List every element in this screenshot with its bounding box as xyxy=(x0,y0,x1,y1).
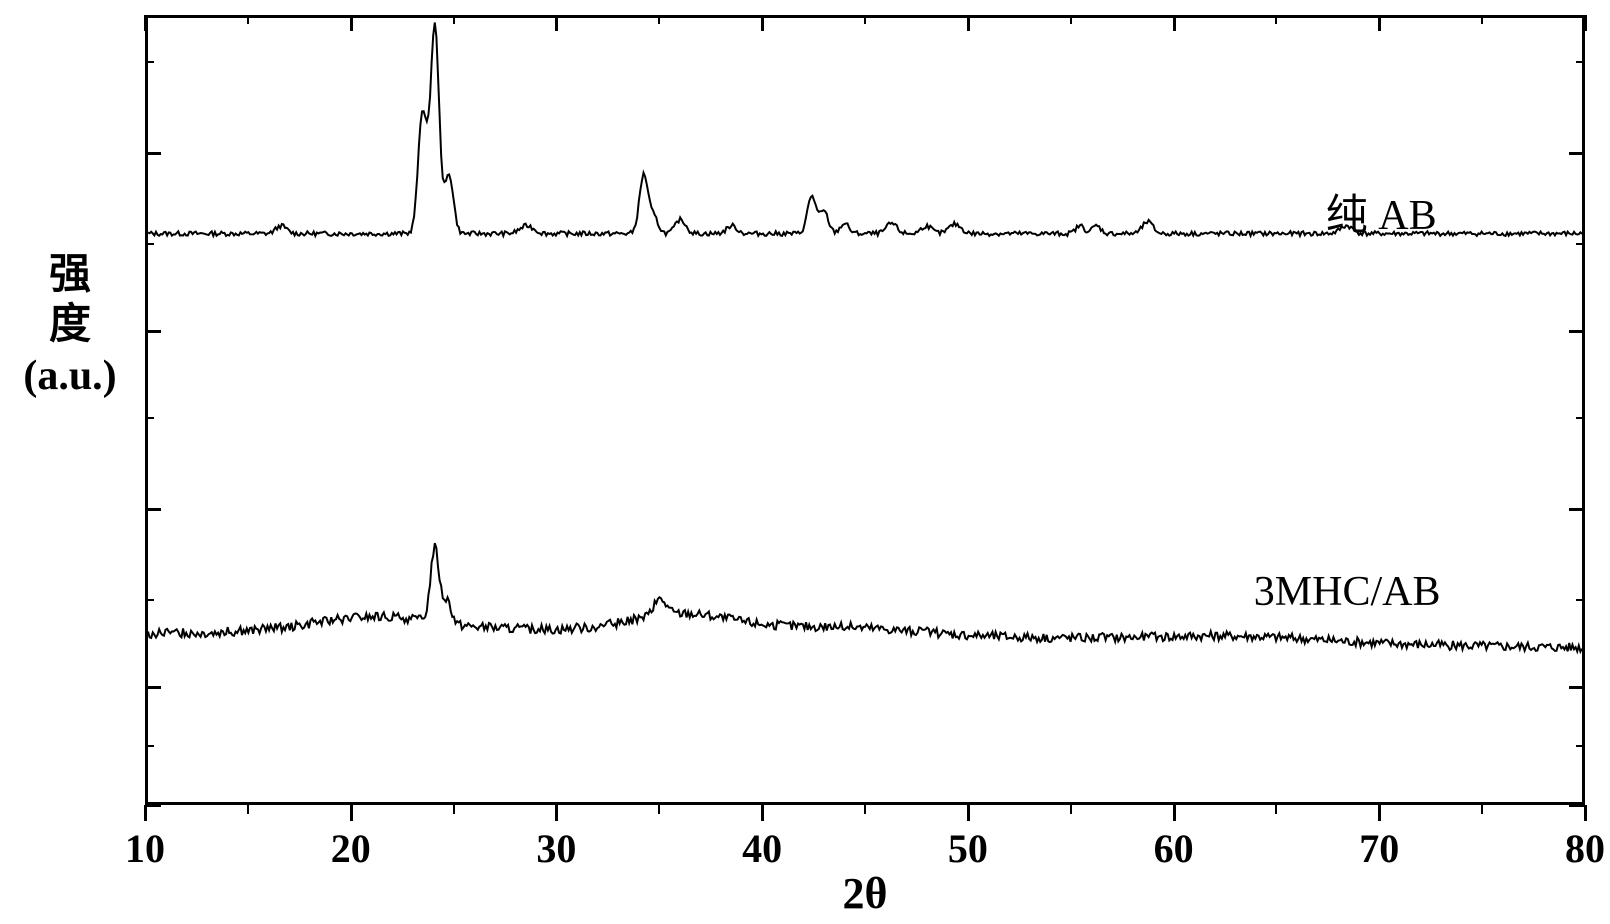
x-tick-major-top xyxy=(761,15,764,31)
y-tick-minor-right xyxy=(1576,745,1585,747)
x-tick-minor xyxy=(658,805,660,814)
x-tick-major-top xyxy=(555,15,558,31)
x-tick-label: 10 xyxy=(125,825,165,872)
x-tick-major-top xyxy=(1173,15,1176,31)
y-tick-major xyxy=(145,152,161,155)
x-tick-major-top xyxy=(1584,15,1587,31)
xrd-chart: 强 度 (a.u.) 2θ 10 20 30 40 50 60 70 80 纯 AB 3MHC/A… xyxy=(0,0,1610,924)
x-tick-minor xyxy=(1070,805,1072,814)
x-tick-major xyxy=(350,805,353,821)
x-tick-label: 30 xyxy=(536,825,576,872)
x-tick-minor xyxy=(864,805,866,814)
y-tick-major-right xyxy=(1569,152,1585,155)
x-tick-minor-top xyxy=(1070,15,1072,24)
y-axis-label: 强 度 (a.u.) xyxy=(0,250,140,401)
y-tick-major-right xyxy=(1569,804,1585,807)
y-tick-major-right xyxy=(1569,330,1585,333)
x-tick-major-top xyxy=(967,15,970,31)
x-tick-minor xyxy=(453,805,455,814)
y-axis-label-l2: 度 xyxy=(0,300,140,350)
plot-area xyxy=(145,15,1585,805)
x-tick-minor-top xyxy=(1275,15,1277,24)
x-tick-major xyxy=(1173,805,1176,821)
x-tick-minor-top xyxy=(1481,15,1483,24)
x-tick-minor xyxy=(1481,805,1483,814)
x-tick-minor xyxy=(1275,805,1277,814)
y-tick-major xyxy=(145,330,161,333)
x-tick-major xyxy=(1584,805,1587,821)
x-tick-major-top xyxy=(1378,15,1381,31)
x-tick-minor-top xyxy=(247,15,249,24)
y-tick-minor xyxy=(145,417,154,419)
x-tick-minor-top xyxy=(453,15,455,24)
y-axis-label-l3: (a.u.) xyxy=(0,351,140,401)
x-tick-label: 70 xyxy=(1359,825,1399,872)
x-tick-major xyxy=(555,805,558,821)
x-tick-minor-top xyxy=(658,15,660,24)
y-axis-label-l1: 强 xyxy=(0,250,140,300)
y-tick-minor xyxy=(145,61,154,63)
x-tick-label: 80 xyxy=(1565,825,1605,872)
y-tick-minor-right xyxy=(1576,599,1585,601)
y-tick-minor-right xyxy=(1576,417,1585,419)
x-tick-major-top xyxy=(144,15,147,31)
x-tick-label: 20 xyxy=(331,825,371,872)
x-tick-minor-top xyxy=(864,15,866,24)
x-tick-major xyxy=(144,805,147,821)
x-tick-major xyxy=(967,805,970,821)
y-tick-major xyxy=(145,804,161,807)
xrd-svg xyxy=(148,18,1582,802)
x-tick-minor xyxy=(247,805,249,814)
x-axis-label: 2θ xyxy=(145,868,1585,919)
x-tick-major-top xyxy=(350,15,353,31)
series-label-3mhc_ab: 3MHC/AB xyxy=(1254,568,1441,616)
y-tick-minor xyxy=(145,599,154,601)
y-tick-minor xyxy=(145,243,154,245)
x-tick-major xyxy=(761,805,764,821)
x-tick-label: 40 xyxy=(742,825,782,872)
y-tick-major-right xyxy=(1569,508,1585,511)
y-tick-minor-right xyxy=(1576,243,1585,245)
series-label-pure_ab: 纯 AB xyxy=(1326,181,1437,242)
y-tick-major xyxy=(145,508,161,511)
x-tick-label: 60 xyxy=(1154,825,1194,872)
y-tick-minor xyxy=(145,745,154,747)
y-tick-minor-right xyxy=(1576,61,1585,63)
y-tick-major-right xyxy=(1569,686,1585,689)
x-tick-label: 50 xyxy=(948,825,988,872)
x-tick-major xyxy=(1378,805,1381,821)
y-tick-major xyxy=(145,686,161,689)
